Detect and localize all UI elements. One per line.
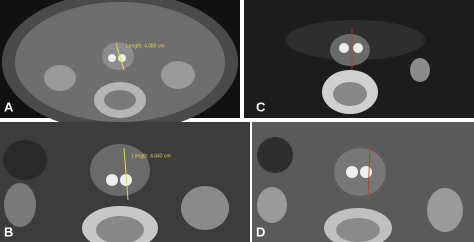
panel-label: A <box>4 99 14 114</box>
measurement-label: Length: 4.643 cm <box>132 153 171 159</box>
panel-label: D <box>256 224 265 239</box>
panel-c <box>244 0 474 118</box>
measurement-label: Length: 4.089 cm <box>126 43 165 49</box>
panel-d <box>252 122 474 242</box>
panel-b <box>0 122 250 242</box>
panel-label: B <box>4 224 13 239</box>
panel-a <box>0 0 240 132</box>
panel-label: C <box>256 99 266 114</box>
